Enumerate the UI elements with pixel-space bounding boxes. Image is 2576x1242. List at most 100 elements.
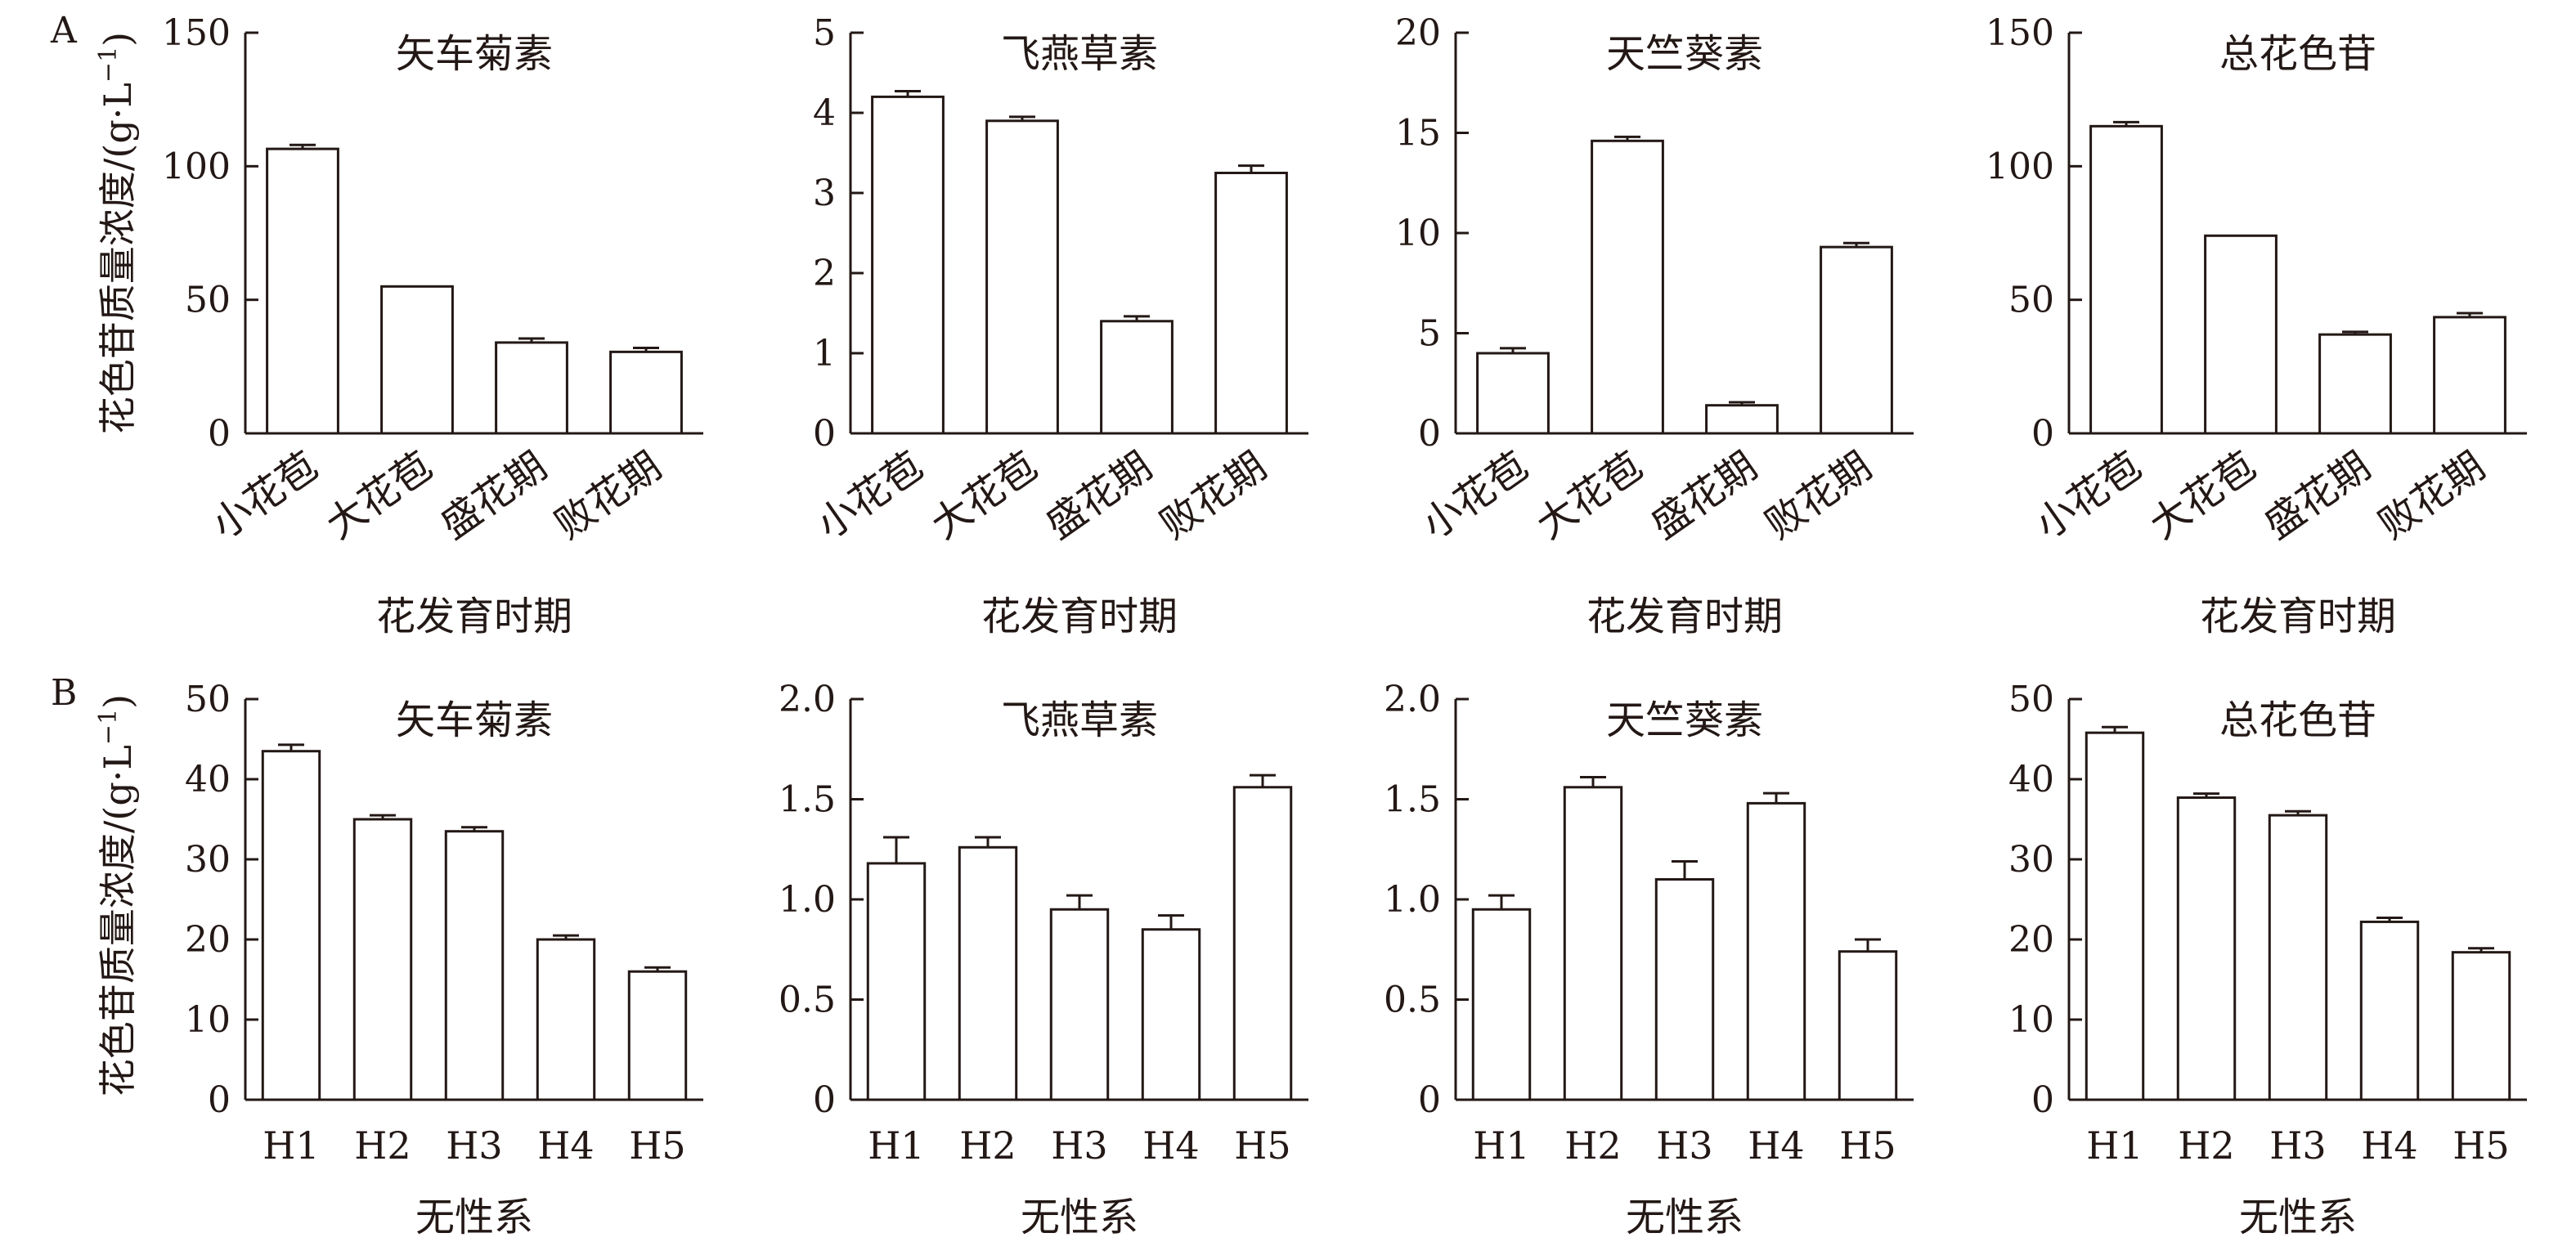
x-axis-label: 花发育时期: [376, 594, 572, 639]
panel-label-a: A: [50, 10, 78, 52]
chart-title: 飞燕草素: [1001, 697, 1158, 743]
y-axis-label-row-a: 花色苷质量浓度/(g·L−1): [94, 32, 140, 434]
y-tick-label: 10: [185, 999, 231, 1041]
x-tick-label: H4: [537, 1123, 594, 1168]
chart-title: 飞燕草素: [1001, 31, 1158, 77]
y-tick-label: 40: [2008, 759, 2054, 800]
x-axis-label: 花发育时期: [1586, 594, 1783, 639]
panel-label-b: B: [51, 672, 77, 714]
y-tick-label: 50: [185, 280, 231, 321]
x-tick-label: H3: [2269, 1123, 2326, 1168]
x-tick-label: H3: [1051, 1123, 1107, 1168]
y-tick-label: 20: [2008, 919, 2054, 961]
y-tick-label: 0: [813, 1079, 836, 1121]
x-tick-label: H5: [2453, 1123, 2509, 1168]
bar: [266, 147, 339, 435]
y-tick-label: 3: [813, 173, 836, 214]
y-axis-label-superscript: −1: [94, 709, 123, 745]
y-tick-label: 15: [1395, 113, 1441, 155]
x-axis-label: 花发育时期: [2200, 594, 2396, 639]
bar: [380, 285, 454, 435]
y-tick-label: 1.0: [779, 879, 836, 921]
chart-title: 矢车菊素: [396, 31, 553, 77]
bar: [627, 970, 688, 1101]
bar: [1563, 786, 1623, 1101]
bar: [2451, 951, 2511, 1101]
x-tick-label: H4: [1748, 1123, 1804, 1168]
y-tick-label: 0.5: [1384, 980, 1441, 1021]
bar: [2204, 234, 2278, 435]
x-tick-label: H5: [629, 1123, 685, 1168]
bar: [2089, 124, 2163, 435]
y-tick-label: 20: [1395, 12, 1441, 54]
y-tick-label: 0.5: [779, 980, 836, 1021]
bar: [1705, 404, 1779, 435]
y-tick-label: 100: [162, 146, 231, 187]
bar: [1476, 352, 1550, 435]
bar: [2318, 333, 2392, 435]
chart-panel-b-3: 0 0.5 1.0 1.5 2.0 天竺葵素 H1 H2 H3 H4 H5 无性系: [1384, 679, 1914, 1240]
y-tick-label: 10: [1395, 213, 1441, 254]
x-tick-label: H1: [868, 1123, 924, 1168]
y-tick-label: 50: [185, 679, 231, 720]
bar: [1471, 908, 1532, 1101]
bar: [1232, 786, 1293, 1101]
y-tick-label: 0: [1418, 413, 1441, 455]
y-tick-label: 1.5: [779, 779, 836, 821]
chart-panel-b-2: 0 0.5 1.0 1.5 2.0 飞燕草素 H1 H2 H3 H4 H5 无性系: [779, 679, 1308, 1240]
chart-title: 天竺葵素: [1606, 31, 1763, 77]
y-tick-label: 150: [1986, 12, 2054, 54]
x-tick-label: H5: [1839, 1123, 1896, 1168]
bar: [609, 350, 683, 435]
y-tick-label: 4: [813, 92, 836, 134]
y-tick-label: 0: [2031, 413, 2054, 455]
x-tick-label: H1: [2086, 1123, 2143, 1168]
x-axis-label: 无性系: [1021, 1195, 1138, 1240]
bar: [261, 750, 321, 1101]
y-axis-label-superscript: −1: [94, 47, 123, 83]
x-tick-label: H1: [263, 1123, 319, 1168]
y-tick-label: 2: [813, 253, 836, 294]
y-tick-label: 30: [185, 839, 231, 881]
bar: [985, 119, 1059, 435]
x-tick-label: H3: [1656, 1123, 1712, 1168]
bar: [871, 95, 945, 435]
x-tick-label: H2: [959, 1123, 1016, 1168]
y-tick-label: 50: [2008, 679, 2054, 720]
x-tick-label: H2: [354, 1123, 411, 1168]
x-axis-label: 无性系: [2239, 1195, 2357, 1240]
y-tick-label: 50: [2008, 280, 2054, 321]
bar: [1214, 172, 1288, 435]
x-tick-label: H2: [2178, 1123, 2234, 1168]
y-tick-label: 40: [185, 759, 231, 800]
bar: [2433, 316, 2506, 435]
chart-title: 总花色苷: [2219, 31, 2376, 77]
bar: [1838, 950, 1898, 1101]
y-tick-label: 1.0: [1384, 879, 1441, 921]
x-axis-label: 无性系: [1626, 1195, 1744, 1240]
chart-title: 总花色苷: [2219, 697, 2376, 743]
bar: [866, 862, 927, 1101]
x-tick-label: H3: [446, 1123, 502, 1168]
bar: [1746, 801, 1806, 1101]
bar: [2268, 814, 2328, 1101]
x-tick-label: H1: [1473, 1123, 1529, 1168]
y-tick-label: 20: [185, 919, 231, 961]
chart-panel-b-4: 0 10 20 30 40 50 总花色苷 H1 H2 H3 H4 H5 无性系: [2008, 679, 2527, 1240]
bar: [2359, 920, 2420, 1101]
y-tick-label: 2.0: [779, 679, 836, 720]
y-tick-label: 10: [2008, 999, 2054, 1041]
bar: [1141, 928, 1201, 1101]
y-axis-label-text: 花色苷质量浓度/(g·L: [96, 745, 140, 1096]
x-tick-label: H4: [1142, 1123, 1199, 1168]
y-axis-label-close: ): [96, 32, 140, 47]
y-tick-label: 1: [813, 333, 836, 374]
bar: [444, 830, 505, 1101]
bar: [1049, 908, 1110, 1101]
y-tick-label: 2.0: [1384, 679, 1441, 720]
y-tick-label: 0: [1418, 1079, 1441, 1121]
bar: [495, 341, 568, 435]
y-tick-label: 150: [162, 12, 231, 54]
y-tick-label: 5: [1418, 313, 1441, 355]
